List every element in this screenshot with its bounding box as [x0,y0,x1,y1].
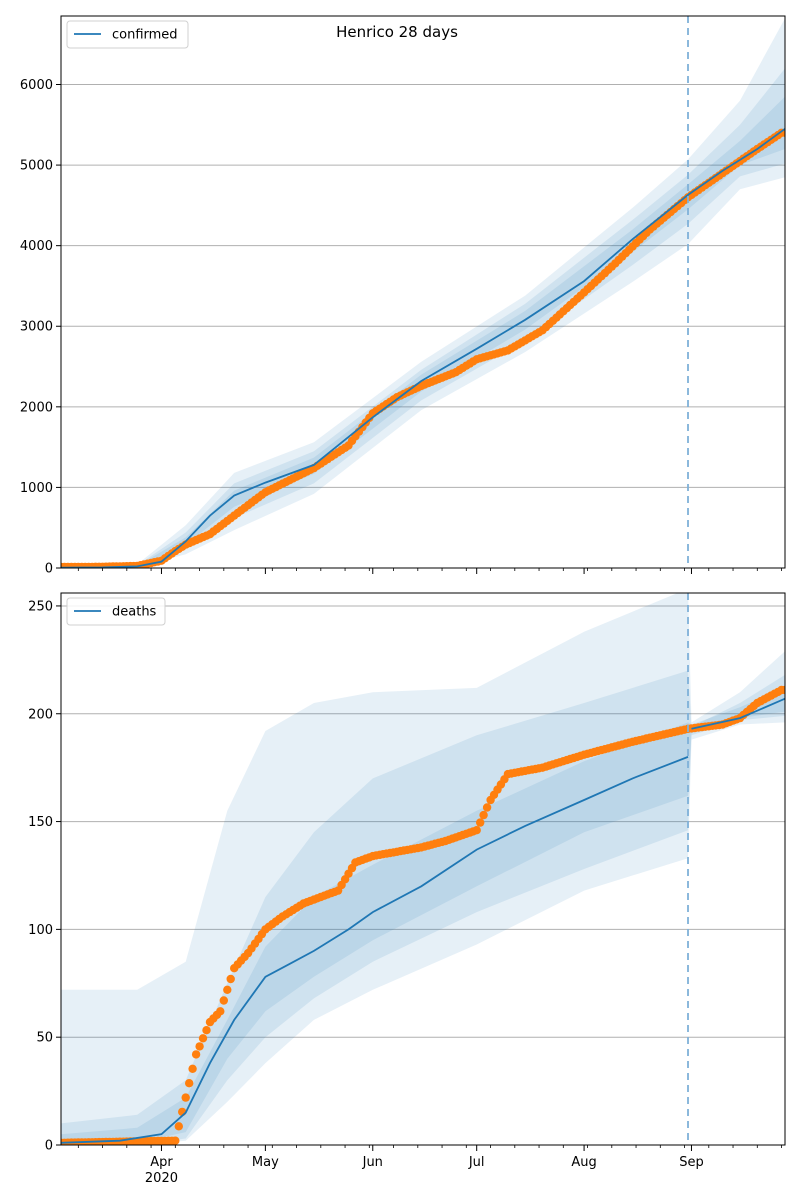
x-tick-label: Aug [571,1155,596,1170]
deaths-panel: 0 50 100 150 200 250 Apr May Jun Jul Aug Sep 2020 dea… [28,592,786,1186]
y-tick-label: 200 [28,707,53,722]
model-line-confirmed [61,128,785,568]
observed-point [188,1064,197,1074]
legend: confirmed [66,20,189,49]
y-tick-label: 250 [28,599,53,614]
legend-label: confirmed [112,28,178,43]
y-tick-label: 3000 [20,320,53,335]
band-outer [61,593,785,1145]
observed-point [479,810,488,820]
figure-title: Henrico 28 days [336,23,458,41]
band-inner [61,687,785,1145]
x-tick-label: Jul [468,1155,485,1170]
confirmed-panel: 0 1000 2000 3000 4000 5000 6000 confirmed [20,15,786,577]
y-tick-label: 150 [28,815,53,830]
axes-frame [60,15,786,569]
observed-point [226,974,235,984]
model-line-deaths [691,697,785,730]
band-middle [61,670,785,1145]
observed-point [472,826,481,835]
y-tick-label: 5000 [20,159,53,174]
legend-box [66,597,166,626]
plot-area [61,593,785,1145]
legend: deaths [66,597,166,626]
x-tick-label: May [252,1155,279,1170]
observed-point [219,996,228,1005]
observed-point [198,1034,208,1043]
legend-box [66,20,189,49]
observed-point [223,985,232,994]
x-year-label: 2020 [145,1171,178,1186]
observed-point [202,1026,211,1035]
y-tick-label: 1000 [20,481,53,496]
observed-point [482,803,492,812]
legend-label: deaths [112,605,157,620]
plot-area [61,18,785,568]
axes-frame [60,592,786,1146]
y-tick-label: 0 [45,1139,53,1154]
observed-point [476,818,485,827]
y-tick-label: 0 [45,562,53,577]
x-tick-label: Sep [679,1155,704,1170]
observed-point [191,1050,201,1059]
observed-point [171,1136,180,1145]
y-tick-label: 2000 [20,400,53,415]
observed-point [195,1042,204,1051]
y-tick-label: 50 [36,1031,53,1046]
observed-point [216,1007,225,1016]
y-tick-label: 4000 [20,239,53,254]
y-tick-label: 100 [28,923,53,938]
y-tick-label: 6000 [20,78,53,93]
x-tick-label: Jun [362,1155,383,1170]
model-line-deaths [61,756,689,1144]
observed-point [780,685,785,695]
observed-point [185,1079,194,1088]
observed-point [174,1122,183,1131]
observed-point [181,1093,190,1102]
x-tick-label: Apr [150,1155,173,1170]
